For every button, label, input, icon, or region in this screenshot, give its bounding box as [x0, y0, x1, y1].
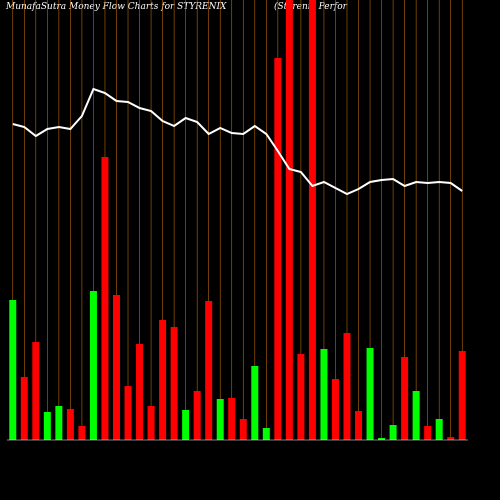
- bar: [251, 366, 259, 440]
- bar: [343, 333, 351, 440]
- bar: [262, 428, 270, 440]
- bar: [66, 409, 74, 440]
- bar: [285, 0, 293, 440]
- bar: [228, 398, 236, 440]
- bar: [159, 320, 167, 440]
- bar: [274, 58, 282, 440]
- bar: [435, 419, 443, 440]
- bar: [78, 426, 86, 440]
- bar: [101, 157, 109, 440]
- bar: [216, 399, 224, 440]
- money-flow-line: [12, 87, 463, 196]
- bar: [320, 349, 328, 440]
- bar: [205, 301, 213, 440]
- bar: [147, 406, 155, 440]
- bar: [193, 391, 201, 440]
- bar: [331, 379, 339, 440]
- bar: [366, 348, 374, 440]
- bar: [112, 295, 120, 440]
- bar: [458, 351, 466, 440]
- bar: [378, 438, 386, 440]
- bar: [89, 291, 97, 440]
- bar: [355, 411, 363, 440]
- bar: [182, 410, 190, 440]
- bar: [447, 437, 455, 440]
- bar: [124, 386, 132, 440]
- bar: [424, 426, 432, 440]
- chart-title: MunafaSutra Money Flow Charts for STYREN…: [5, 2, 227, 12]
- bar: [412, 391, 420, 440]
- bar: [43, 412, 51, 440]
- bar: [401, 357, 409, 440]
- bar: [55, 406, 63, 440]
- bar: [20, 377, 28, 440]
- bar: [32, 342, 40, 440]
- bar: [9, 300, 17, 440]
- bar: [389, 425, 397, 440]
- bar: [170, 327, 178, 440]
- bar: [239, 419, 247, 440]
- bar: [297, 354, 305, 440]
- bar: [136, 344, 144, 440]
- bar: [308, 0, 316, 440]
